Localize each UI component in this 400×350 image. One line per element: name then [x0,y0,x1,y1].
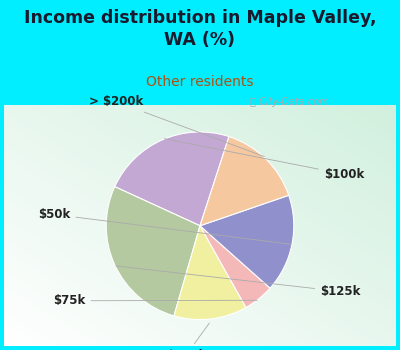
Wedge shape [174,226,246,320]
Text: ⓘ City-Data.com: ⓘ City-Data.com [250,97,329,107]
Text: $125k: $125k [116,266,360,298]
Text: Income distribution in Maple Valley,
WA (%): Income distribution in Maple Valley, WA … [24,9,376,49]
Wedge shape [106,187,200,316]
Text: $100k: $100k [164,139,364,181]
Text: $75k: $75k [53,294,257,307]
Wedge shape [115,132,229,226]
Text: > $200k: > $200k [90,96,264,156]
Text: $50k: $50k [38,208,291,244]
Wedge shape [200,226,270,308]
Wedge shape [200,136,289,226]
Wedge shape [200,195,294,288]
Text: Other residents: Other residents [146,75,254,89]
Text: $150k: $150k [166,323,210,350]
